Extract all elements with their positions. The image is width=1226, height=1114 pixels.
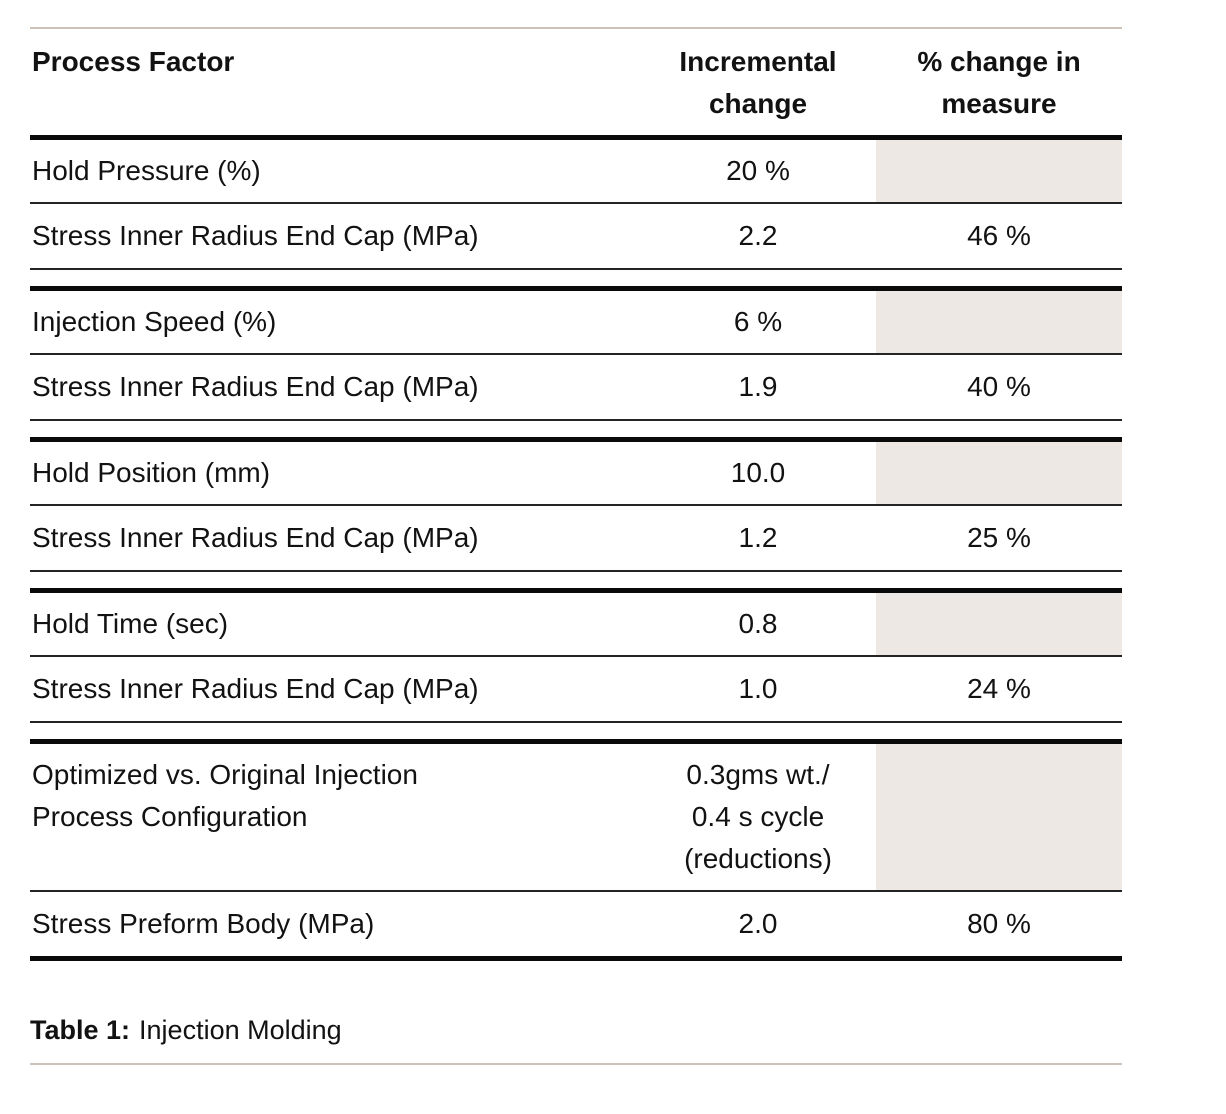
table-group-hold-position: Hold Position (mm) 10.0 Stress Inner Rad… (30, 437, 1122, 572)
table-caption: Table 1: Injection Molding (30, 1011, 1122, 1049)
result-label: Stress Preform Body (MPa) (32, 908, 375, 939)
factor-row: Injection Speed (%) 6 % (30, 291, 1122, 355)
table-group-injection-speed: Injection Speed (%) 6 % Stress Inner Rad… (30, 286, 1122, 421)
table-block: Process Factor Incremental change % chan… (30, 0, 1122, 1065)
result-percent-change: 24 % (967, 673, 1031, 704)
result-row: Stress Inner Radius End Cap (MPa) 2.2 46… (30, 204, 1122, 270)
factor-incremental-change: 0.3gms wt./ 0.4 s cycle (reductions) (684, 759, 832, 874)
factor-measure-empty-cell (876, 442, 1122, 504)
result-label: Stress Inner Radius End Cap (MPa) (32, 220, 479, 251)
factor-row: Hold Pressure (%) 20 % (30, 140, 1122, 204)
header-process-factor: Process Factor (32, 46, 235, 77)
factor-measure-empty-cell (876, 140, 1122, 202)
table-group-optimized-configuration: Optimized vs. Original Injection Process… (30, 739, 1122, 961)
result-row: Stress Inner Radius End Cap (MPa) 1.2 25… (30, 506, 1122, 572)
result-incremental-change: 2.2 (738, 220, 778, 251)
factor-row: Hold Time (sec) 0.8 (30, 593, 1122, 657)
result-label: Stress Inner Radius End Cap (MPa) (32, 522, 479, 553)
result-incremental-change: 1.0 (738, 673, 778, 704)
result-label: Stress Inner Radius End Cap (MPa) (32, 371, 479, 402)
result-incremental-change: 2.0 (738, 908, 778, 939)
caption-label: Table 1: (30, 1015, 131, 1045)
result-percent-change: 40 % (967, 371, 1031, 402)
factor-incremental-change: 0.8 (738, 608, 778, 639)
injection-molding-table: Process Factor Incremental change % chan… (30, 29, 1122, 961)
factor-label: Injection Speed (%) (32, 306, 277, 337)
factor-row: Hold Position (mm) 10.0 (30, 442, 1122, 506)
bottom-accent-rule (30, 1063, 1122, 1065)
table-group-hold-time: Hold Time (sec) 0.8 Stress Inner Radius … (30, 588, 1122, 723)
result-label: Stress Inner Radius End Cap (MPa) (32, 673, 479, 704)
table-group-hold-pressure: Hold Pressure (%) 20 % Stress Inner Radi… (30, 135, 1122, 270)
result-row: Stress Inner Radius End Cap (MPa) 1.9 40… (30, 355, 1122, 421)
factor-label: Optimized vs. Original Injection Process… (32, 759, 418, 832)
caption-text: Injection Molding (139, 1015, 342, 1045)
result-row: Stress Preform Body (MPa) 2.0 80 % (30, 892, 1122, 956)
header-incremental-change: Incremental change (679, 46, 837, 119)
result-percent-change: 25 % (967, 522, 1031, 553)
factor-measure-empty-cell (876, 291, 1122, 353)
factor-measure-empty-cell (876, 593, 1122, 655)
factor-label: Hold Time (sec) (32, 608, 229, 639)
result-percent-change: 46 % (967, 220, 1031, 251)
factor-label: Hold Position (mm) (32, 457, 271, 488)
result-percent-change: 80 % (967, 908, 1031, 939)
factor-label: Hold Pressure (%) (32, 155, 261, 186)
factor-row: Optimized vs. Original Injection Process… (30, 744, 1122, 892)
factor-incremental-change: 10.0 (730, 457, 786, 488)
header-percent-change-in-measure: % change in measure (917, 46, 1081, 119)
result-incremental-change: 1.9 (738, 371, 778, 402)
result-incremental-change: 1.2 (738, 522, 778, 553)
factor-measure-empty-cell (876, 744, 1122, 890)
factor-incremental-change: 6 % (733, 306, 783, 337)
top-accent-rule (30, 27, 1122, 29)
factor-incremental-change: 20 % (726, 155, 790, 186)
table-header-row: Process Factor Incremental change % chan… (30, 29, 1122, 135)
result-row: Stress Inner Radius End Cap (MPa) 1.0 24… (30, 657, 1122, 723)
